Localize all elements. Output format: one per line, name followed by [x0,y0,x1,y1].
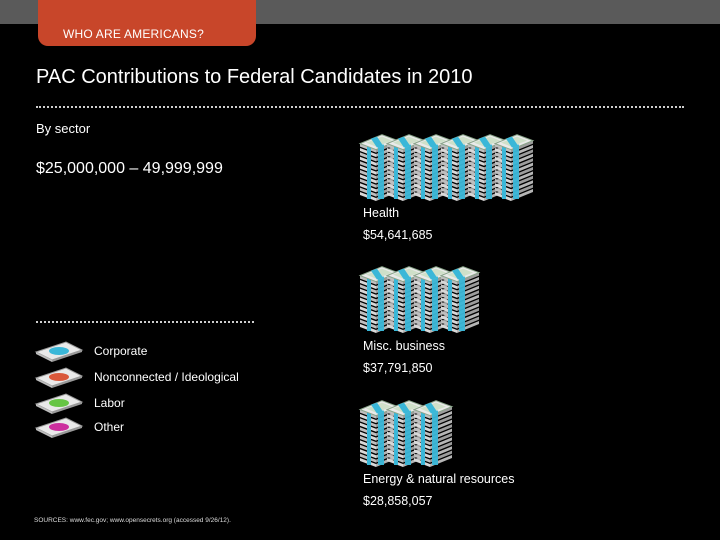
range-label: $25,000,000 – 49,999,999 [36,160,223,177]
legend-divider [36,321,254,323]
money-stack [439,266,481,333]
sector-name: Energy & natural resources [363,472,515,486]
money-bill-icon [34,341,84,362]
money-stacks-icon [358,400,454,467]
title-divider [36,106,684,108]
legend-color-band [49,347,69,355]
legend-label: Labor [94,396,125,410]
money-stack [358,266,400,333]
money-stacks-icon [358,134,535,201]
section-tab: WHO ARE AMERICANS? [38,0,256,46]
legend-color-band [49,423,69,431]
money-bill-icon [34,417,84,438]
section-tab-label: WHO ARE AMERICANS? [63,27,204,41]
sector-name: Misc. business [363,339,445,353]
legend-label: Corporate [94,344,148,358]
sector-value: $54,641,685 [363,228,433,242]
sources-footnote: SOURCES: www.fec.gov; www.opensecrets.or… [34,517,231,524]
sector-value: $37,791,850 [363,361,433,375]
money-bill-icon [34,367,84,388]
money-bill-icon [34,393,84,414]
subtitle: By sector [36,121,91,136]
legend-color-band [49,399,69,407]
legend-label: Other [94,420,125,434]
sector-name: Health [363,206,400,220]
sector-value: $28,858,057 [363,494,433,508]
legend-color-band [49,373,69,381]
money-stacks-icon [358,266,481,333]
page-title: PAC Contributions to Federal Candidates … [36,66,473,88]
money-stack [493,134,535,201]
legend-label: Nonconnected / Ideological [94,370,239,384]
money-stack [412,400,454,467]
